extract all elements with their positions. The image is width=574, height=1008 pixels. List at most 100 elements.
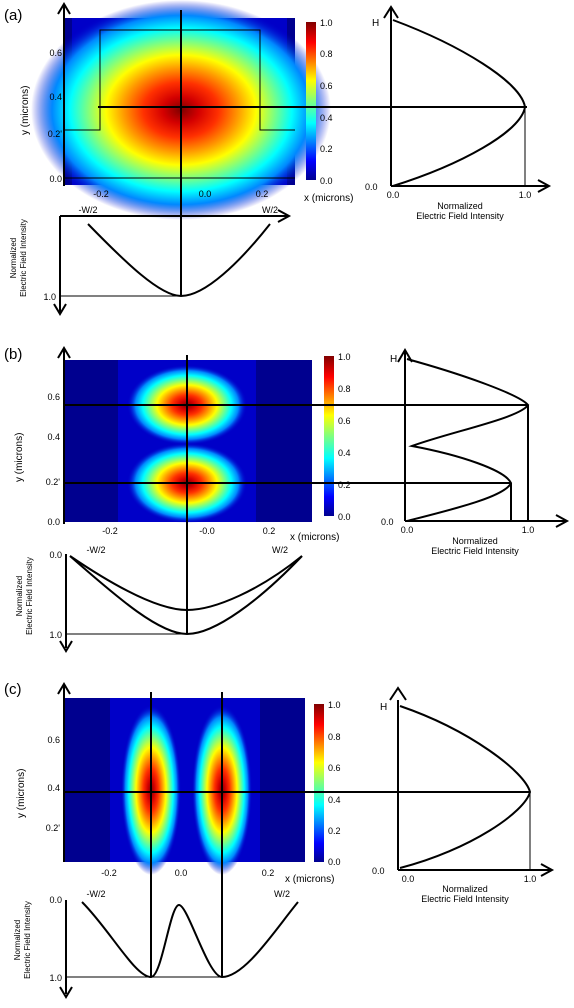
profile-x-tick: 0.0: [401, 525, 414, 535]
x-tick: -0.2: [101, 868, 117, 878]
y-tick: 0.4: [49, 92, 62, 102]
profile-x-title: Electric Field Intensity: [421, 894, 509, 904]
x-tick: -0.2: [93, 189, 109, 199]
profile-x-title: Normalized: [437, 201, 483, 211]
x-tick: 0.0: [199, 189, 212, 199]
colorbar: [324, 356, 334, 516]
colorbar-tick: 0.0: [338, 512, 351, 522]
height-label: H: [380, 702, 387, 713]
y-axis-title: y (microns): [16, 769, 27, 818]
y-axis-title: y (microns): [20, 86, 31, 135]
x-tick: 0.2: [256, 189, 269, 199]
left-edge-label: -W/2: [79, 205, 98, 215]
colorbar-tick: 0.0: [328, 857, 341, 867]
profile-x-title: Electric Field Intensity: [416, 211, 504, 221]
hprofile-y-title: Electric Field Intensity: [23, 901, 32, 979]
colorbar-tick: 1.0: [320, 18, 333, 28]
profile-x-arrow: [537, 179, 552, 193]
hprofile-top-label: 0.0: [49, 550, 62, 560]
hprofile-y-title: Normalized: [15, 576, 24, 616]
panel-c-horizontal-profile: 0.0 -W/2 W/2 1.0 Normalized Electric Fie…: [13, 889, 299, 999]
profile-x-tick: 0.0: [402, 874, 415, 884]
panel-b-horizontal-profile: 0.0 -W/2 W/2 1.0 Normalized Electric Fie…: [15, 545, 303, 653]
colorbar-tick: 0.6: [338, 416, 351, 426]
heatmap-y-arrow: [57, 2, 71, 15]
right-edge-label: W/2: [262, 205, 278, 215]
panel-b: (b) 0.6 0.4 0.2' 0.0 y (microns) -0.2 -0…: [4, 346, 570, 653]
left-edge-label: -W/2: [87, 545, 106, 555]
y-tick: 0.4: [47, 432, 60, 442]
hprofile-bottom-label: 1.0: [43, 292, 56, 302]
colorbar-tick: 0.2: [328, 826, 341, 836]
colorbar-tick: 0.6: [328, 763, 341, 773]
profile-origin-label: 0.0: [365, 182, 378, 192]
y-tick: 0.0: [47, 517, 60, 527]
horizontal-profile-curve-upper: [69, 555, 303, 612]
left-edge-label: -W/2: [87, 889, 106, 899]
hprofile-y-title: Normalized: [13, 920, 22, 960]
profile-y-arrow: [383, 5, 399, 19]
colorbar-tick: 1.0: [328, 700, 341, 710]
x-tick: -0.2: [102, 526, 118, 536]
profile-x-tick: 1.0: [519, 190, 532, 200]
y-axis-title: y (microns): [14, 433, 25, 482]
hprofile-y-title: Normalized: [9, 238, 18, 278]
right-edge-label: W/2: [274, 889, 290, 899]
colorbar-tick: 0.4: [328, 795, 341, 805]
x-axis-title: x (microns): [290, 532, 339, 543]
profile-x-tick: 1.0: [524, 874, 537, 884]
x-axis-title: x (microns): [285, 874, 334, 885]
colorbar-tick: 0.2: [338, 480, 351, 490]
hprofile-bottom-label: 1.0: [49, 973, 62, 983]
panel-c: (c) 0.6 0.4 0.2' y (microns) -0.2 0.0 0.…: [4, 681, 555, 999]
y-tick: 0.6: [49, 48, 62, 58]
profile-x-arrow: [555, 514, 570, 528]
profile-x-arrow: [540, 863, 555, 877]
horizontal-profile-curve-lower: [69, 555, 303, 636]
panel-c-heatmap: [64, 698, 305, 875]
vertical-profile-curve: [392, 19, 527, 187]
y-tick: 0.2': [46, 823, 61, 833]
y-tick: 0.6: [47, 392, 60, 402]
y-tick: 0.6: [47, 735, 60, 745]
panel-b-label: (b): [4, 346, 22, 363]
panel-a: (a) 0.6 0.4 0.2' 0.0 y (microns) -0.2 0.…: [4, 0, 552, 316]
vertical-profile-curve: [399, 705, 532, 869]
colorbar-tick: 0.4: [320, 113, 333, 123]
horizontal-profile-curve: [87, 223, 271, 298]
colorbar-tick: 0.8: [328, 732, 341, 742]
y-tick: 0.0: [49, 174, 62, 184]
horizontal-profile-curve: [81, 901, 299, 979]
profile-y-arrow: [397, 348, 413, 363]
x-tick: -0.0: [199, 526, 215, 536]
y-tick: 0.2': [46, 477, 61, 487]
hprofile-y-arrow: [59, 986, 73, 999]
colorbar-tick: 0.6: [320, 81, 333, 91]
heatmap-y-arrow: [57, 346, 71, 359]
heatmap-y-arrow: [57, 682, 71, 695]
colorbar-tick: 0.2: [320, 144, 333, 154]
profile-y-arrow: [389, 686, 407, 701]
y-tick: 0.4: [47, 783, 60, 793]
panel-c-vertical-profile: H 0.0 0.0 1.0 Normalized Electric Field …: [372, 686, 555, 904]
colorbar: [306, 22, 316, 180]
profile-x-title: Electric Field Intensity: [431, 546, 519, 556]
panel-c-label: (c): [4, 681, 22, 698]
profile-x-tick: 1.0: [522, 525, 535, 535]
hprofile-y-title: Electric Field Intensity: [25, 557, 34, 635]
vertical-profile-curve: [406, 358, 530, 522]
panel-b-vertical-profile: H 0.0 0.0 1.0 Normalized Electric Field …: [381, 348, 570, 556]
x-tick: 0.2: [262, 868, 275, 878]
profile-origin-label: 0.0: [381, 517, 394, 527]
colorbar-tick: 1.0: [338, 352, 351, 362]
profile-origin-label: 0.0: [372, 866, 385, 876]
hprofile-top-label: 0.0: [49, 895, 62, 905]
height-label: H: [372, 18, 379, 29]
hprofile-x-arrow: [277, 209, 292, 223]
colorbar: [314, 704, 324, 862]
colorbar-tick: 0.8: [338, 384, 351, 394]
colorbar-tick: 0.0: [320, 176, 333, 186]
panel-a-horizontal-profile: -W/2 W/2 1.0 Normalized Electric Field I…: [9, 205, 292, 316]
panel-a-vertical-profile: H 0.0 0.0 1.0 Normalized Electric Field …: [365, 5, 552, 221]
